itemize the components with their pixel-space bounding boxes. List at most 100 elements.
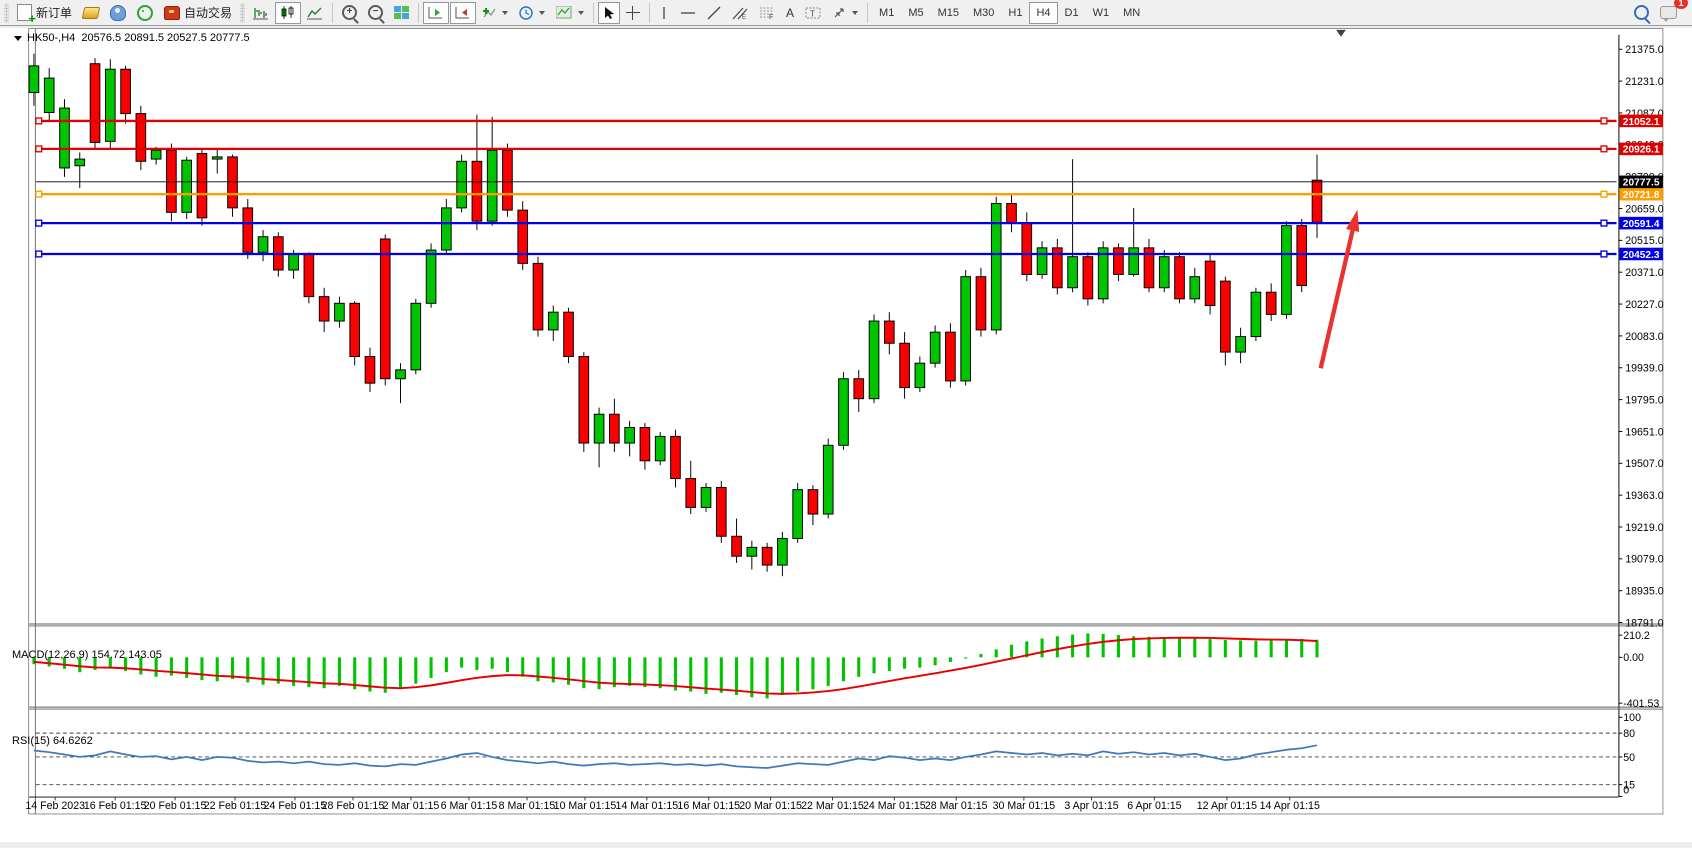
autotrading-icon (164, 5, 181, 20)
templates-button[interactable] (551, 2, 589, 24)
timeframe-MN[interactable]: MN (1116, 2, 1147, 24)
svg-text:16 Mar 01:15: 16 Mar 01:15 (677, 800, 740, 812)
svg-text:210.2: 210.2 (1623, 630, 1650, 642)
chart-title[interactable]: HK50-,H4 20576.5 20891.5 20527.5 20777.5 (14, 32, 250, 44)
svg-text:10 Mar 01:15: 10 Mar 01:15 (554, 800, 617, 812)
svg-text:6 Apr 01:15: 6 Apr 01:15 (1127, 800, 1181, 812)
crosshair-button[interactable] (621, 2, 645, 24)
rsi-panel (33, 744, 1318, 769)
svg-text:2 Mar 01:15: 2 Mar 01:15 (383, 800, 440, 812)
hline-20452.3[interactable]: 20452.3 (35, 247, 1663, 261)
toolbar-grip (240, 2, 246, 23)
svg-text:20227.0: 20227.0 (1625, 299, 1663, 311)
svg-text:14 Apr 01:15: 14 Apr 01:15 (1260, 800, 1320, 812)
chart-canvas[interactable]: 21375.021231.021087.020943.020799.020659… (0, 28, 1692, 842)
timeframe-D1[interactable]: D1 (1058, 2, 1086, 24)
horizontal-line-button[interactable] (675, 2, 701, 24)
notification-badge: 1 (1674, 0, 1688, 9)
svg-text:19079.0: 19079.0 (1625, 554, 1663, 566)
tile-windows-icon (394, 6, 410, 19)
chart-window[interactable]: HK50-,H4 20576.5 20891.5 20527.5 20777.5… (0, 28, 1692, 842)
rsi-indicator-label: RSI(15) 64.6262 (12, 735, 93, 747)
timeframe-M15[interactable]: M15 (931, 2, 966, 24)
fibonacci-button[interactable]: F (754, 2, 780, 24)
svg-text:19363.0: 19363.0 (1625, 490, 1663, 502)
macd-panel (32, 633, 1319, 699)
svg-text:15: 15 (1623, 780, 1635, 792)
notifications-button[interactable]: 1 (1655, 0, 1688, 24)
tile-windows-button[interactable] (389, 2, 414, 24)
svg-text:20777.5: 20777.5 (1623, 178, 1660, 189)
vertical-line-button[interactable] (654, 2, 674, 24)
svg-text:19795.0: 19795.0 (1625, 394, 1663, 406)
community-button[interactable] (105, 2, 131, 24)
dropdown-caret (852, 10, 859, 15)
hline-20926.1[interactable]: 20926.1 (35, 142, 1663, 156)
timeframe-M1[interactable]: M1 (872, 2, 901, 24)
timeframe-H1[interactable]: H1 (1001, 2, 1029, 24)
trendline-button[interactable] (702, 2, 726, 24)
chart-shift-icon (455, 6, 470, 18)
rsi-axis: 100 80 50 150 (35, 712, 1641, 798)
svg-text:80: 80 (1623, 728, 1635, 740)
svg-text:22 Mar 01:15: 22 Mar 01:15 (801, 800, 864, 812)
svg-text:20 Feb 01:15: 20 Feb 01:15 (144, 800, 207, 812)
zoom-in-button[interactable]: + (337, 2, 362, 24)
hline-20721.8[interactable]: 20721.8 (35, 187, 1663, 201)
chat-bubble-icon (1660, 6, 1677, 22)
svg-text:19939.0: 19939.0 (1625, 363, 1663, 375)
timeframe-H4[interactable]: H4 (1029, 1, 1058, 24)
zoom-out-button[interactable]: − (363, 2, 388, 24)
line-chart-button[interactable] (302, 2, 328, 24)
timeframe-M30[interactable]: M30 (966, 2, 1001, 24)
arrows-shapes-button[interactable] (827, 2, 863, 24)
svg-text:20926.1: 20926.1 (1623, 145, 1660, 156)
toolbar-separator (649, 2, 651, 23)
toolbar-grip (4, 2, 9, 23)
gold-bar-icon (81, 6, 101, 19)
shapes-icon (834, 7, 844, 17)
search-button[interactable] (1629, 2, 1654, 24)
candlestick-chart-button[interactable] (275, 1, 302, 24)
text-label-button[interactable]: T (800, 2, 826, 24)
svg-text:F: F (769, 14, 773, 20)
svg-text:20371.0: 20371.0 (1625, 267, 1663, 279)
svg-text:20721.8: 20721.8 (1623, 190, 1660, 201)
timeframe-W1[interactable]: W1 (1086, 2, 1117, 24)
periods-button[interactable] (514, 2, 550, 24)
hline-21052.1[interactable]: 21052.1 (35, 114, 1663, 128)
chart-shift-button[interactable] (450, 1, 477, 24)
trendline-icon (707, 6, 721, 19)
svg-text:30 Mar 01:15: 30 Mar 01:15 (993, 800, 1056, 812)
svg-text:0: 0 (1623, 785, 1629, 797)
autotrading-button[interactable]: 自动交易 (159, 2, 237, 24)
market-depth-button[interactable] (78, 2, 104, 24)
svg-text:50: 50 (1623, 752, 1635, 764)
svg-text:21052.1: 21052.1 (1623, 117, 1660, 128)
svg-text:E: E (742, 15, 746, 20)
svg-text:22 Feb 01:15: 22 Feb 01:15 (204, 800, 267, 812)
auto-scroll-button[interactable] (423, 1, 450, 24)
svg-text:T: T (810, 9, 815, 18)
svg-text:20515.0: 20515.0 (1625, 235, 1663, 247)
svg-text:8 Mar 01:15: 8 Mar 01:15 (499, 800, 556, 812)
svg-text:3 Apr 01:15: 3 Apr 01:15 (1064, 800, 1118, 812)
new-order-button[interactable]: 新订单 (12, 2, 77, 26)
indicators-button[interactable] (477, 2, 513, 24)
cursor-button[interactable] (598, 1, 621, 24)
timeframe-M5[interactable]: M5 (901, 2, 930, 24)
svg-text:21231.0: 21231.0 (1625, 76, 1663, 88)
toolbar: 新订单 自动交易 + − E (0, 0, 1692, 26)
status-strip (0, 842, 1692, 848)
equidistant-channel-button[interactable]: E (727, 2, 753, 24)
autotrading-label: 自动交易 (184, 6, 233, 20)
svg-text:16 Feb 01:15: 16 Feb 01:15 (84, 800, 147, 812)
svg-text:28 Mar 01:15: 28 Mar 01:15 (925, 800, 988, 812)
trend-arrow-annotation[interactable] (1318, 209, 1360, 369)
signals-button[interactable] (132, 2, 158, 24)
svg-text:24 Feb 01:15: 24 Feb 01:15 (264, 800, 327, 812)
bar-chart-button[interactable] (248, 2, 274, 24)
chart-dropdown-icon[interactable] (14, 35, 22, 41)
text-button[interactable]: A (781, 2, 799, 24)
